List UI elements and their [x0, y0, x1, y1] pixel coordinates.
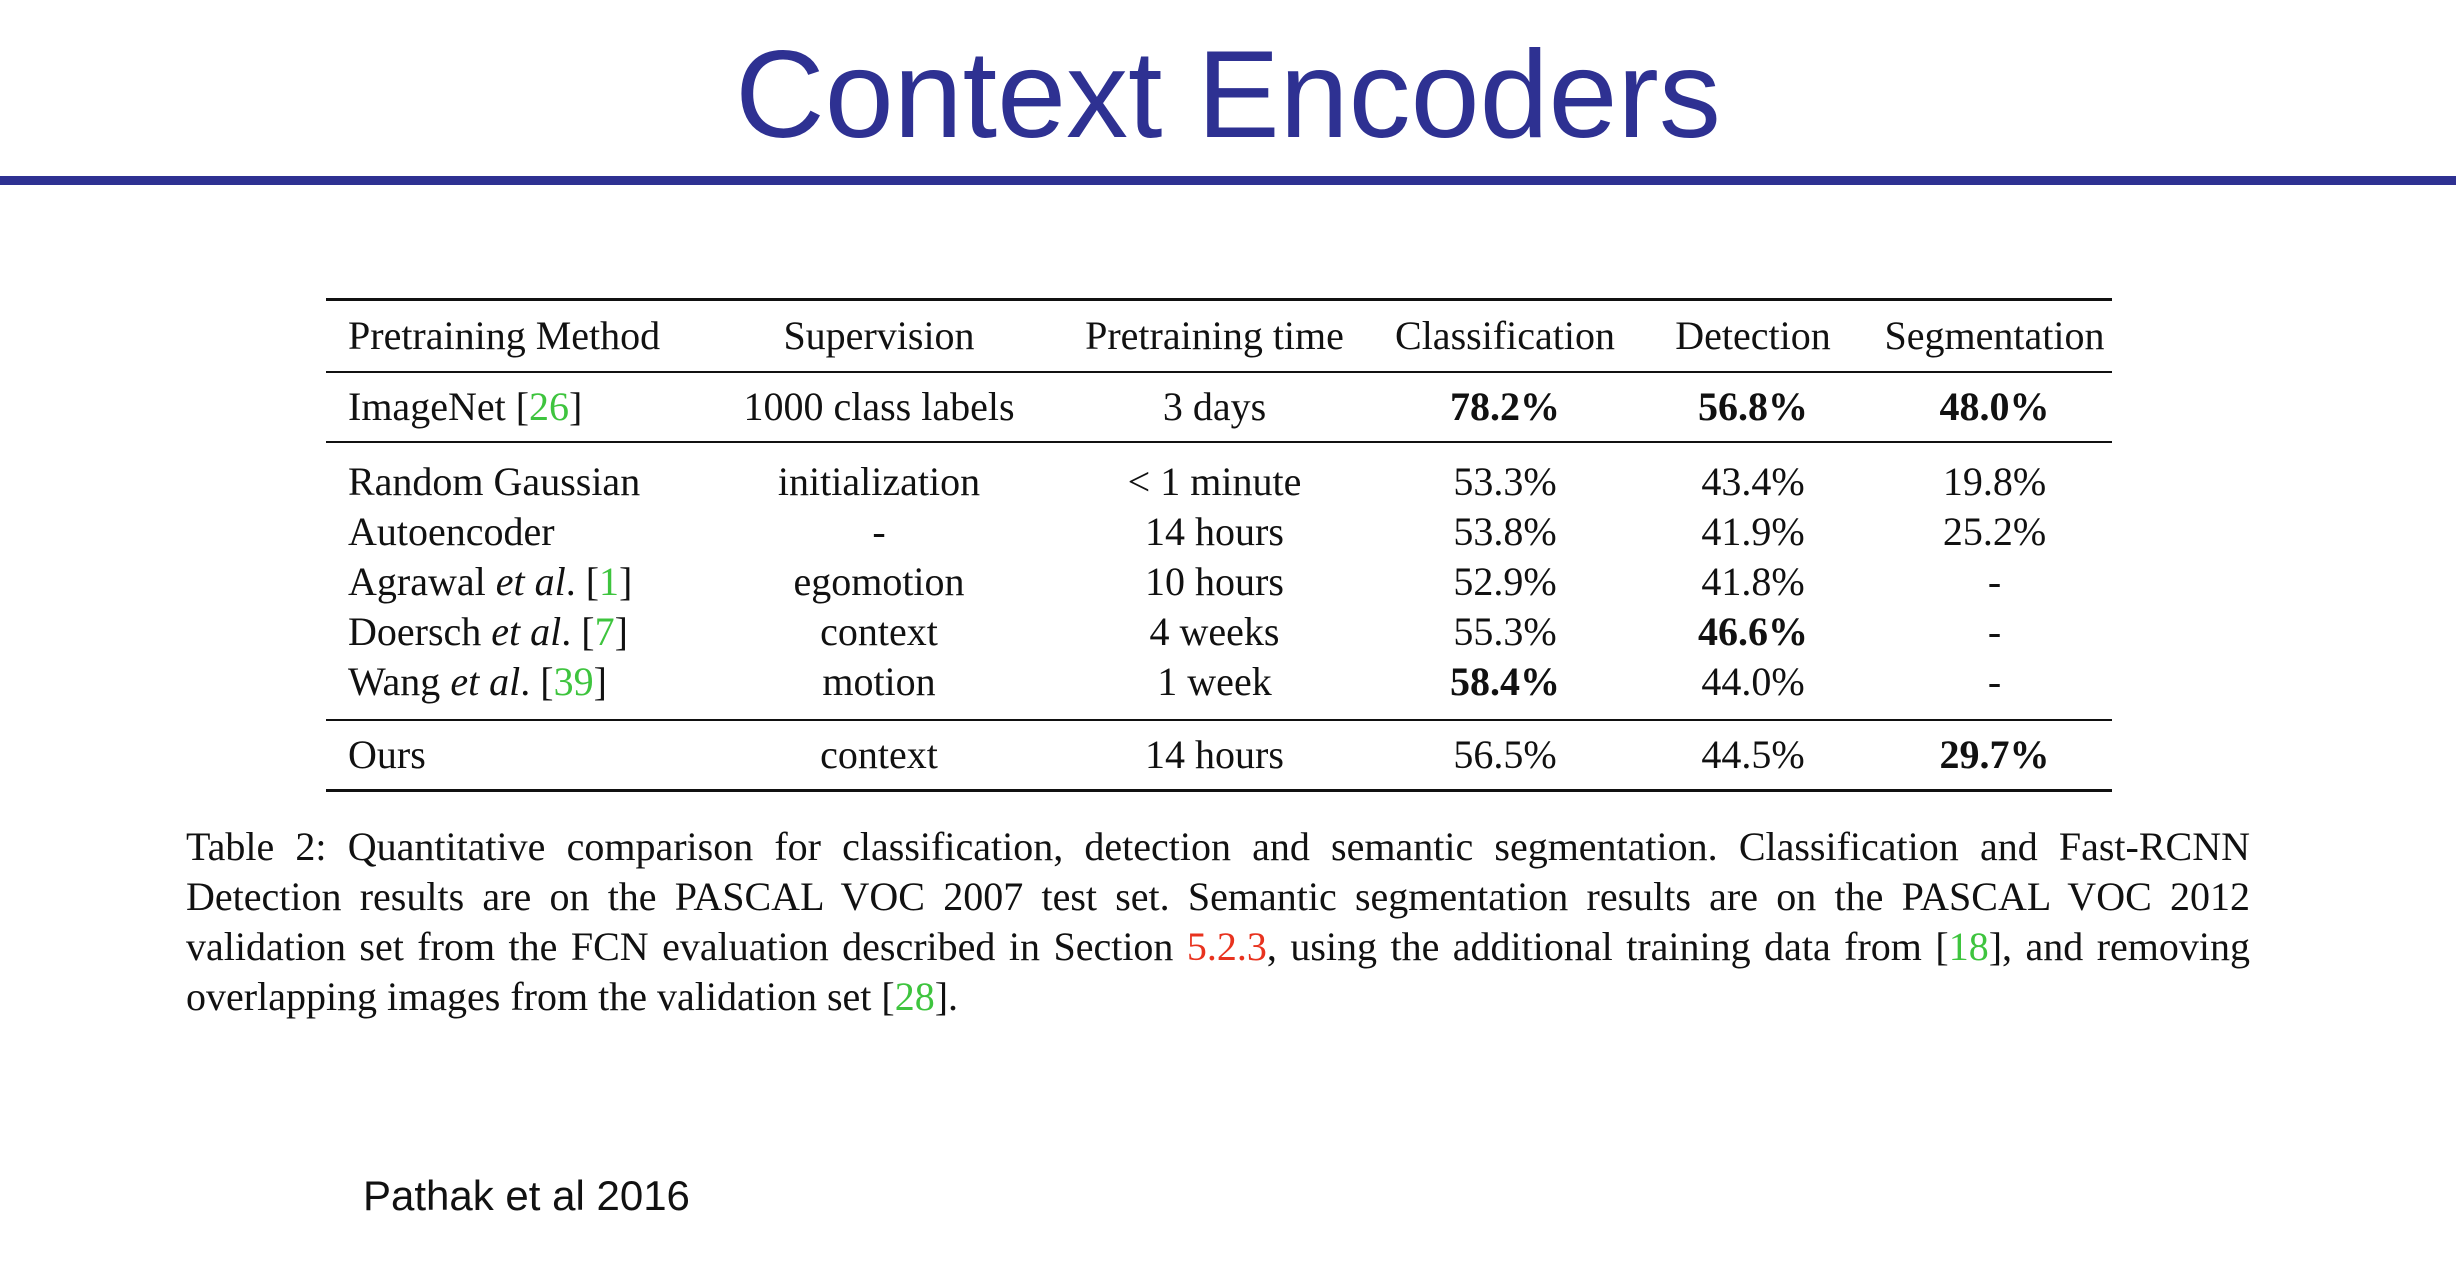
cell-segmentation: 29.7%	[1877, 720, 2112, 792]
cell-time: 10 hours	[1145, 559, 1284, 604]
citation-link[interactable]: 26	[529, 384, 570, 429]
header-supervision: Supervision	[710, 299, 1048, 373]
caption-text: ].	[934, 974, 959, 1019]
caption-line: Detection results are on the PASCAL VOC …	[186, 874, 2250, 919]
cell-detection: 56.8%	[1629, 372, 1877, 443]
method-name: Random Gaussian	[348, 459, 641, 504]
citation-link[interactable]: 28	[894, 974, 935, 1019]
header-segmentation: Segmentation	[1877, 299, 2112, 373]
citation-link[interactable]: 7	[594, 609, 615, 654]
bracket-close: ]	[569, 384, 583, 429]
et-al-text: et al	[450, 659, 521, 704]
cell-time: < 1 minute	[1127, 459, 1302, 504]
cell-classification: 53.3%	[1453, 459, 1557, 504]
cell-classification: 53.8%	[1453, 509, 1557, 554]
cell-time: 4 weeks	[1149, 609, 1280, 654]
cell-supervision: -	[872, 509, 886, 554]
table-row: Wang et al. [39] motion 1 week 58.4% 44.0% -	[326, 657, 2112, 721]
caption-text: , using the additional training data fro…	[1266, 924, 1949, 969]
cell-classification: 52.9%	[1453, 559, 1557, 604]
cell-method: ImageNet [26]	[326, 372, 710, 443]
table-body-methods: Random Gaussian initialization < 1 minute 5…	[326, 442, 2112, 721]
cell-supervision: context	[710, 720, 1048, 792]
cell-method: Random Gaussian	[326, 442, 710, 507]
section-reference-link[interactable]: 5.2.3	[1186, 924, 1267, 969]
table-row: Doersch et al. [7] context 4 weeks 55.3% 46.…	[326, 607, 2112, 657]
cell-method: Doersch et al. [7]	[348, 609, 628, 654]
caption-line: validation set from the FCN evaluation d…	[186, 922, 2250, 972]
method-name: Agrawal	[348, 559, 486, 604]
table-row-imagenet: ImageNet [26] 1000 class labels 3 days 7…	[326, 372, 2112, 443]
cell-method: Ours	[326, 720, 710, 792]
cell-time: 1 week	[1048, 657, 1381, 721]
slide-title: Context Encoders	[735, 26, 1721, 164]
header-classification: Classification	[1381, 299, 1629, 373]
method-name: Doersch	[348, 609, 482, 654]
cell-time: 14 hours	[1145, 509, 1284, 554]
cell-classification: 78.2%	[1381, 372, 1629, 443]
header-pretraining-time: Pretraining time	[1048, 299, 1381, 373]
title-divider	[0, 176, 2456, 185]
cell-method: Autoencoder	[326, 507, 710, 557]
cell-segmentation: -	[1987, 559, 2002, 604]
cell-supervision: 1000 class labels	[710, 372, 1048, 443]
cell-detection: 44.0%	[1629, 657, 1877, 721]
caption-text: validation set from the FCN evaluation d…	[186, 924, 1187, 969]
author-credit: Pathak et al 2016	[363, 1172, 690, 1219]
cell-segmentation: 48.0%	[1877, 372, 2112, 443]
results-table: Pretraining Method Supervision Pretraini…	[326, 298, 2112, 792]
method-name: ImageNet [	[348, 384, 530, 429]
header-pretraining-method: Pretraining Method	[326, 299, 710, 373]
cell-classification: 58.4%	[1381, 657, 1629, 721]
caption-text: overlapping images from the validation s…	[186, 974, 895, 1019]
cell-detection: 46.6%	[1698, 609, 1808, 654]
cell-method: Wang et al. [39]	[326, 657, 710, 721]
header-detection: Detection	[1629, 299, 1877, 373]
table-row: Agrawal et al. [1] egomotion 10 hours 52.9%…	[326, 557, 2112, 607]
cell-detection: 43.4%	[1701, 459, 1805, 504]
citation-link[interactable]: 18	[1948, 924, 1989, 969]
cell-supervision: motion	[710, 657, 1048, 721]
cell-supervision: initialization	[777, 459, 981, 504]
method-name: Wang	[348, 659, 441, 704]
cell-detection: 44.5%	[1629, 720, 1877, 792]
cell-segmentation: -	[1877, 657, 2112, 721]
cell-detection: 41.8%	[1701, 559, 1805, 604]
cell-method: Agrawal et al. [1]	[348, 559, 633, 604]
cell-classification: 55.3%	[1453, 609, 1557, 654]
table-header-row: Pretraining Method Supervision Pretraini…	[326, 299, 2112, 373]
table-caption: Table 2: Quantitative comparison for cla…	[186, 822, 2250, 1022]
caption-text: ], and removing	[1988, 924, 2250, 969]
et-al-text: et al	[495, 559, 566, 604]
method-name: Autoencoder	[348, 509, 555, 554]
cell-segmentation: 25.2%	[1942, 509, 2047, 554]
results-table-container: Pretraining Method Supervision Pretraini…	[326, 298, 2112, 792]
citation-link[interactable]: 1	[599, 559, 620, 604]
table-row: Random Gaussian initialization < 1 minute 5…	[326, 442, 2112, 507]
citation-link[interactable]: 39	[553, 659, 594, 704]
cell-classification: 56.5%	[1381, 720, 1629, 792]
caption-line: Table 2: Quantitative comparison for cla…	[186, 824, 2250, 869]
caption-line: overlapping images from the validation s…	[186, 972, 2250, 1022]
cell-time: 14 hours	[1048, 720, 1381, 792]
cell-supervision: egomotion	[793, 559, 965, 604]
cell-segmentation: 19.8%	[1942, 459, 2047, 504]
cell-detection: 41.9%	[1701, 509, 1805, 554]
cell-time: 3 days	[1048, 372, 1381, 443]
cell-segmentation: -	[1987, 609, 2002, 654]
table-row: Autoencoder - 14 hours 53.8% 41.9% 25.2%	[326, 507, 2112, 557]
et-al-text: et al	[491, 609, 562, 654]
cell-supervision: context	[820, 609, 938, 654]
table-row-ours: Ours context 14 hours 56.5% 44.5% 29.7%	[326, 720, 2112, 792]
